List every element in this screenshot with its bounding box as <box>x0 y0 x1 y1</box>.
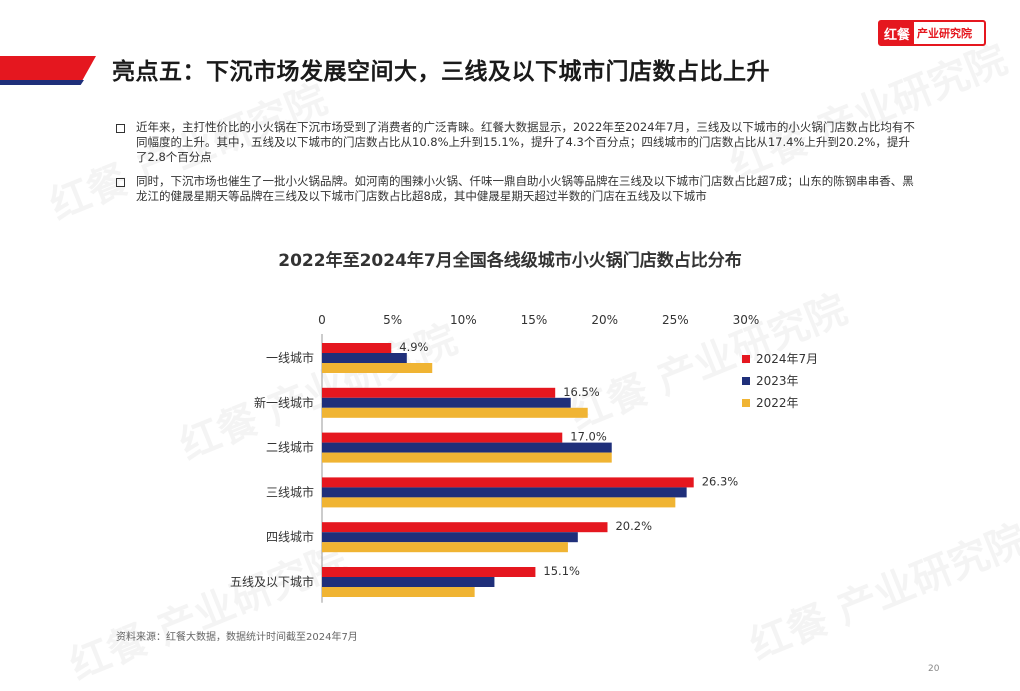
x-tick-label: 0 <box>318 313 326 327</box>
source-note: 资料来源：红餐大数据，数据统计时间截至2024年7月 <box>116 632 358 643</box>
category-label: 一线城市 <box>266 350 314 365</box>
logo-mark: 红餐 <box>880 22 915 44</box>
bar <box>322 587 475 597</box>
legend-swatch <box>742 355 750 363</box>
header-accent-stripe <box>0 80 84 85</box>
bar <box>322 522 608 533</box>
bar <box>322 442 612 453</box>
bar <box>322 487 687 498</box>
bar <box>322 532 578 543</box>
bar-chart: 0 5% 10% 15% 20% 25% 30% 一线城市 4.9% 新一线城市 16.5% 二线城市… <box>230 313 818 603</box>
page-number: 20 <box>928 664 940 674</box>
category-label: 三线城市 <box>266 484 314 499</box>
legend-label: 2023年 <box>756 374 799 388</box>
bar <box>322 363 433 373</box>
bar <box>322 577 495 587</box>
data-label: 15.1% <box>543 564 580 578</box>
header-accent-bar <box>0 56 96 80</box>
bar <box>322 432 563 443</box>
data-label: 20.2% <box>615 519 652 533</box>
page-title: 亮点五：下沉市场发展空间大，三线及以下城市门店数占比上升 <box>112 59 770 85</box>
bar <box>322 407 588 418</box>
category-label: 五线及以下城市 <box>230 574 314 589</box>
data-label: 17.0% <box>570 430 607 444</box>
legend-swatch <box>742 377 750 385</box>
bar <box>322 567 536 577</box>
bullet-item: 同时，下沉市场也催生了一批小火锅品牌。如河南的围辣小火锅、仟味一鼎自助小火锅等品… <box>116 174 916 204</box>
bullet-list: 近年来，主打性价比的小火锅在下沉市场受到了消费者的广泛青睐。红餐大数据显示，20… <box>116 120 916 213</box>
data-label: 16.5% <box>563 385 600 399</box>
legend-label: 2022年 <box>756 396 799 410</box>
bullet-item: 近年来，主打性价比的小火锅在下沉市场受到了消费者的广泛青睐。红餐大数据显示，20… <box>116 120 916 165</box>
category-label: 新一线城市 <box>254 395 314 410</box>
logo-text: 产业研究院 <box>917 27 973 40</box>
data-label: 26.3% <box>702 474 739 488</box>
brand-logo: 红餐 产业研究院 <box>878 20 986 46</box>
bar <box>322 497 676 508</box>
chart-title: 2022年至2024年7月全国各线级城市小火锅门店数占比分布 <box>278 251 742 271</box>
category-label: 二线城市 <box>266 440 314 455</box>
x-tick-label: 5% <box>383 313 402 327</box>
legend-label: 2024年7月 <box>756 352 818 366</box>
bar <box>322 477 694 488</box>
legend-swatch <box>742 399 750 407</box>
bar <box>322 452 612 463</box>
bar <box>322 542 568 553</box>
bar <box>322 353 407 363</box>
bar <box>322 397 571 408</box>
category-label: 四线城市 <box>266 529 314 544</box>
bar <box>322 387 556 398</box>
x-tick-label: 10% <box>450 313 477 327</box>
x-tick-label: 20% <box>591 313 618 327</box>
x-tick-label: 15% <box>521 313 548 327</box>
data-label: 4.9% <box>399 340 428 354</box>
x-tick-label: 30% <box>733 313 760 327</box>
x-tick-label: 25% <box>662 313 689 327</box>
bar <box>322 343 392 353</box>
